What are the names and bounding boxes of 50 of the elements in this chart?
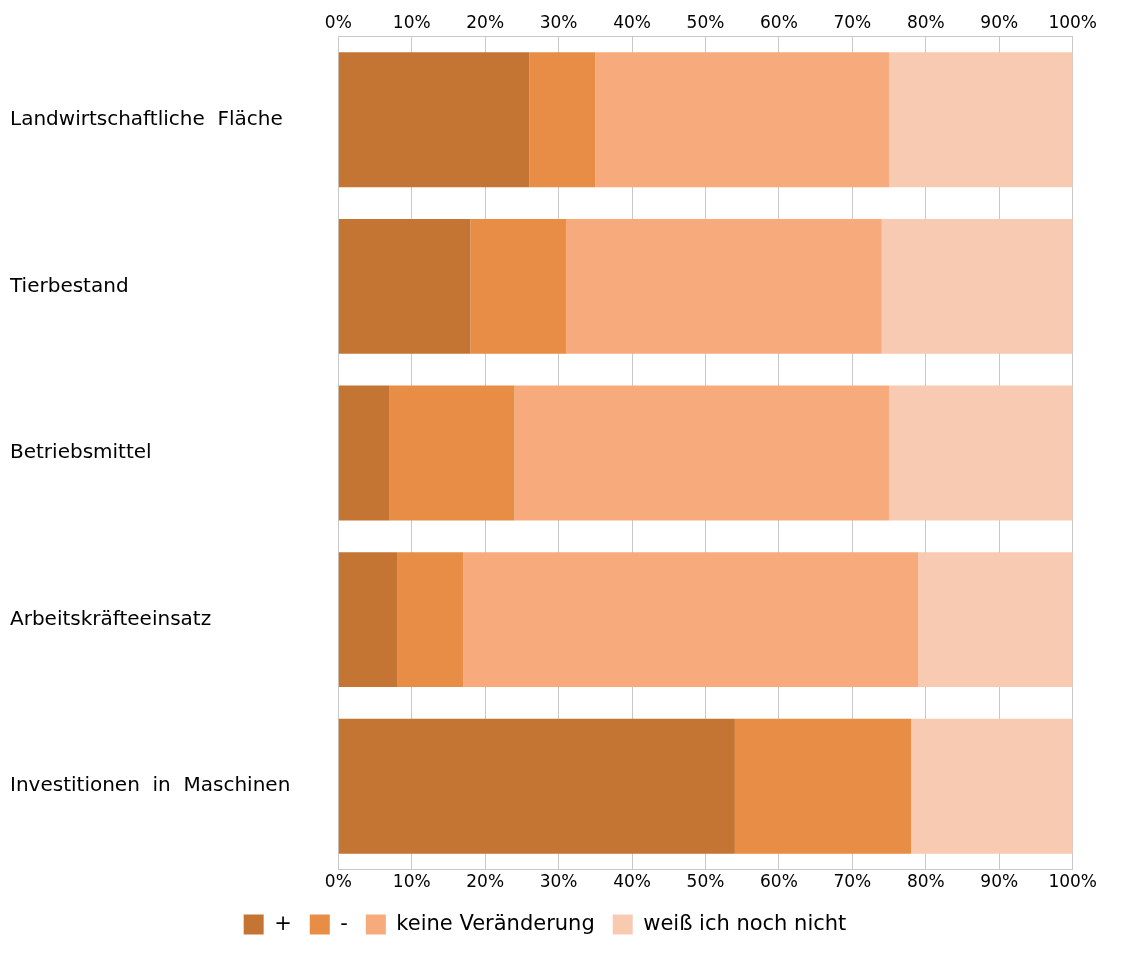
y-tick-label: Investitionen in Maschinen <box>10 772 291 797</box>
x-tick-label: 20% <box>466 11 505 32</box>
x-tick-label: 90% <box>980 11 1019 32</box>
bar <box>338 718 735 854</box>
bar <box>463 552 919 688</box>
x2-tick-label: 70% <box>833 871 872 892</box>
bar <box>470 218 566 354</box>
x2-tick-label: 30% <box>539 871 578 892</box>
bar <box>889 52 1073 188</box>
bar <box>918 552 1073 688</box>
x-tick-label: 60% <box>760 11 798 32</box>
x2-tick-label: 50% <box>686 871 725 892</box>
bar <box>529 52 596 188</box>
x-tick-label: 80% <box>906 11 945 32</box>
bar <box>338 218 471 354</box>
bar <box>338 385 390 521</box>
x2-tick-label: 90% <box>980 871 1019 892</box>
bar <box>889 385 1073 521</box>
bar <box>911 718 1073 854</box>
bar <box>514 385 890 521</box>
x-tick-label: 100% <box>1048 11 1097 32</box>
x-tick-label: 30% <box>539 11 578 32</box>
x-tick-label: 40% <box>613 11 651 32</box>
bar <box>338 552 398 688</box>
y-tick-label: Betriebsmittel <box>10 439 152 464</box>
x-tick-label: 50% <box>686 11 725 32</box>
bar <box>389 385 515 521</box>
legend-label: + <box>274 910 292 935</box>
x2-tick-label: 80% <box>906 871 945 892</box>
legend-label: - <box>340 910 348 935</box>
x2-tick-label: 0% <box>324 871 352 892</box>
legend-label: weiß ich noch nicht <box>643 910 847 935</box>
x2-tick-label: 10% <box>392 871 431 892</box>
y-tick-label: Tierbestand <box>9 272 129 297</box>
x2-tick-label: 60% <box>760 871 798 892</box>
bar <box>338 52 530 188</box>
x2-tick-label: 40% <box>613 871 651 892</box>
x2-tick-label: 20% <box>466 871 505 892</box>
x-tick-label: 10% <box>392 11 431 32</box>
y-tick-label: Landwirtschaftliche Fläche <box>10 105 283 130</box>
x2-tick-label: 100% <box>1048 871 1097 892</box>
bar <box>881 218 1073 354</box>
y-tick-label: Arbeitskräfteeinsatz <box>10 605 212 630</box>
bar <box>595 52 890 188</box>
bar <box>734 718 912 854</box>
x-tick-label: 70% <box>833 11 872 32</box>
bar <box>397 552 464 688</box>
x-tick-label: 0% <box>324 11 352 32</box>
legend-label: keine Veränderung <box>396 910 595 935</box>
bar <box>565 218 882 354</box>
